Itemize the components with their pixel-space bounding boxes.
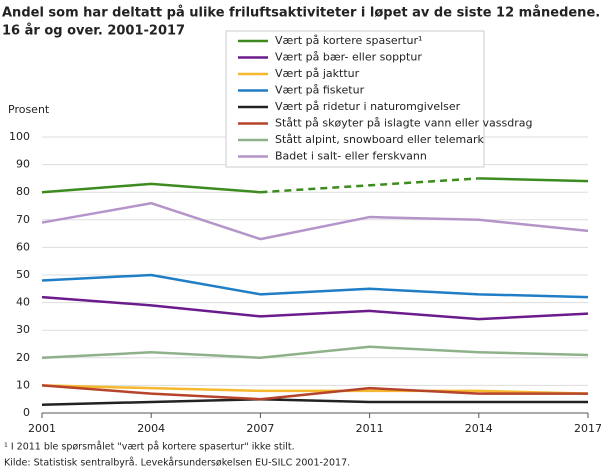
series-line (41, 273, 589, 299)
x-tick-label: 2001 (28, 422, 56, 435)
series-line (41, 397, 588, 406)
footnote: ¹ I 2011 ble spørsmålet "vært på kortere… (4, 442, 295, 453)
legend-box (225, 30, 485, 168)
legend-label: Vært på ridetur i naturomgivelser (275, 100, 461, 113)
y-tick-label: 70 (16, 213, 30, 226)
series-line (41, 295, 589, 321)
y-tick-label: 60 (16, 240, 30, 253)
x-tick-label: 2011 (356, 422, 384, 435)
y-axis-label: Prosent (8, 103, 50, 116)
series-line (41, 177, 589, 194)
y-tick-label: 30 (16, 323, 30, 336)
legend-label: Stått alpint, snowboard eller telemark (275, 133, 485, 146)
y-tick-label: 10 (16, 378, 30, 391)
series-line (41, 384, 588, 401)
y-tick-label: 90 (16, 158, 30, 171)
gap-bridge (260, 177, 479, 194)
legend-label: Stått på skøyter på islagte vann eller v… (275, 117, 532, 130)
legend-label: Badet i salt- eller ferskvann (275, 150, 427, 163)
x-tick-label: 2014 (465, 422, 493, 435)
x-tick-label: 2017 (574, 422, 602, 435)
chart-subtitle: 16 år og over. 2001-2017 (2, 24, 185, 39)
legend-label: Vært på bær- eller sopptur (275, 51, 422, 64)
y-tick-label: 50 (16, 268, 30, 281)
x-tick-label: 2007 (246, 422, 274, 435)
y-tick-label: 0 (23, 406, 30, 419)
x-tick-label: 2004 (137, 422, 165, 435)
legend-label: Vært på fisketur (275, 84, 365, 97)
series-line (41, 384, 589, 395)
series-line (41, 201, 589, 241)
y-tick-label: 20 (16, 351, 30, 364)
chart-title: Andel som har deltatt på ulike friluftsa… (2, 6, 600, 21)
y-tick-label: 80 (16, 185, 30, 198)
y-tick-label: 100 (9, 130, 30, 143)
legend-label: Vært på jakttur (275, 67, 360, 80)
y-tick-label: 40 (16, 296, 30, 309)
source: Kilde: Statistisk sentralbyrå. Levekårsu… (4, 458, 350, 469)
series-line (41, 345, 589, 360)
legend-label: Vært på kortere spasertur¹ (275, 34, 422, 47)
